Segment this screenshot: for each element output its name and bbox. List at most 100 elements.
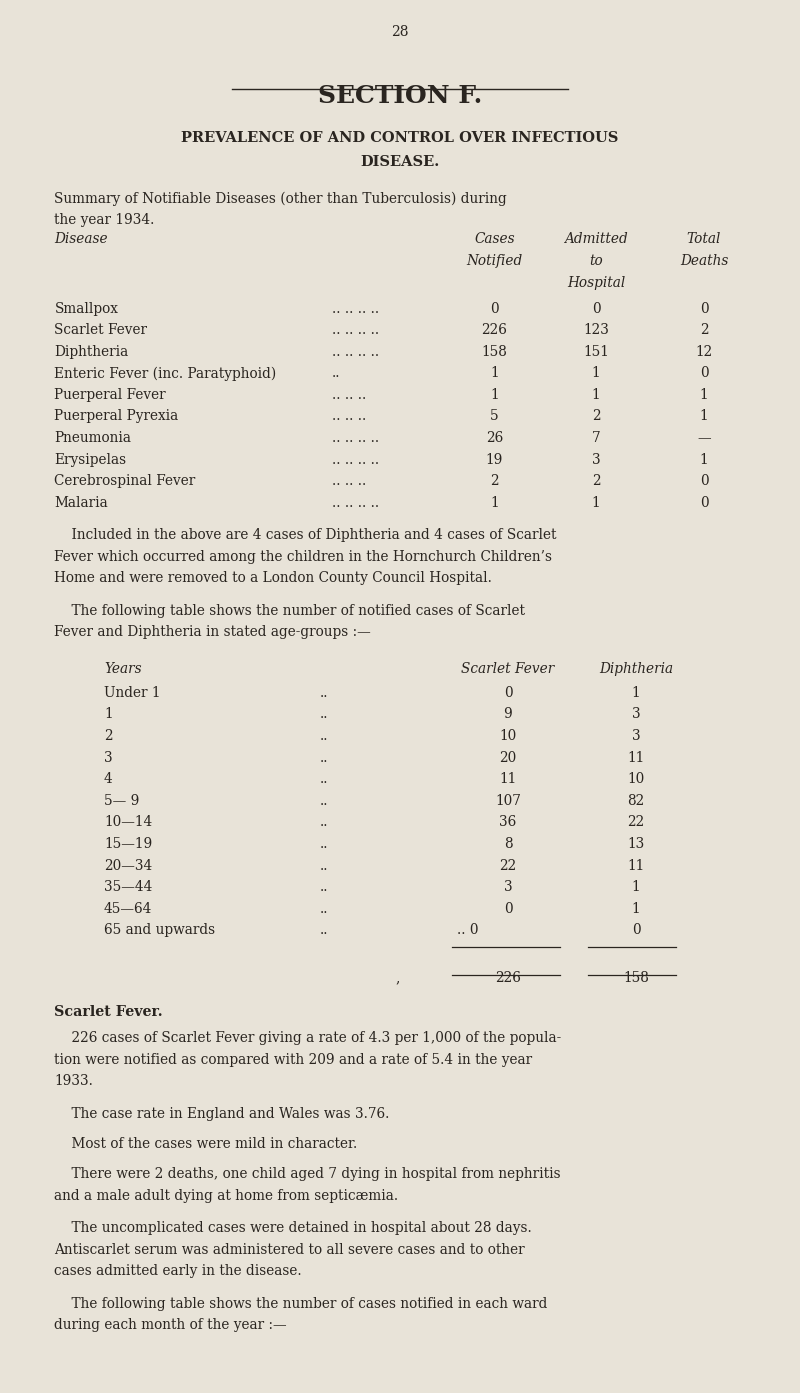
Text: 10—14: 10—14 (104, 815, 152, 829)
Text: Most of the cases were mild in character.: Most of the cases were mild in character… (54, 1137, 358, 1151)
Text: ..: .. (320, 772, 329, 786)
Text: 123: 123 (583, 323, 609, 337)
Text: 2: 2 (104, 729, 113, 742)
Text: Scarlet Fever.: Scarlet Fever. (54, 1006, 163, 1020)
Text: 0: 0 (632, 924, 640, 937)
Text: Years: Years (104, 662, 142, 676)
Text: .. .. .. ..: .. .. .. .. (332, 323, 379, 337)
Text: Notified: Notified (466, 254, 522, 267)
Text: ..: .. (320, 837, 329, 851)
Text: 158: 158 (482, 344, 507, 359)
Text: 11: 11 (627, 858, 645, 872)
Text: SECTION F.: SECTION F. (318, 84, 482, 107)
Text: to: to (589, 254, 603, 267)
Text: 13: 13 (627, 837, 645, 851)
Text: 65 and upwards: 65 and upwards (104, 924, 215, 937)
Text: 3: 3 (104, 751, 113, 765)
Text: ..: .. (320, 880, 329, 894)
Text: 1: 1 (632, 901, 640, 915)
Text: 2: 2 (592, 410, 600, 423)
Text: the year 1934.: the year 1934. (54, 213, 154, 227)
Text: 226 cases of Scarlet Fever giving a rate of 4.3 per 1,000 of the popula-: 226 cases of Scarlet Fever giving a rate… (54, 1031, 562, 1045)
Text: 1: 1 (490, 496, 498, 510)
Text: .. .. .. ..: .. .. .. .. (332, 344, 379, 359)
Text: Fever and Diphtheria in stated age-groups :—: Fever and Diphtheria in stated age-group… (54, 625, 371, 639)
Text: 0: 0 (700, 301, 708, 316)
Text: ,: , (396, 971, 400, 985)
Text: 0: 0 (700, 366, 708, 380)
Text: 226: 226 (495, 971, 521, 985)
Text: Cases: Cases (474, 233, 514, 247)
Text: ..: .. (320, 729, 329, 742)
Text: 0: 0 (504, 685, 512, 699)
Text: 1: 1 (632, 880, 640, 894)
Text: Summary of Notifiable Diseases (other than Tuberculosis) during: Summary of Notifiable Diseases (other th… (54, 191, 507, 206)
Text: 8: 8 (504, 837, 512, 851)
Text: 2: 2 (490, 474, 498, 489)
Text: 5: 5 (490, 410, 498, 423)
Text: Scarlet Fever: Scarlet Fever (462, 662, 554, 676)
Text: The following table shows the number of cases notified in each ward: The following table shows the number of … (54, 1297, 548, 1311)
Text: Smallpox: Smallpox (54, 301, 118, 316)
Text: Disease: Disease (54, 233, 108, 247)
Text: —: — (697, 430, 711, 446)
Text: Total: Total (687, 233, 721, 247)
Text: 3: 3 (592, 453, 600, 467)
Text: 35—44: 35—44 (104, 880, 152, 894)
Text: 26: 26 (486, 430, 503, 446)
Text: 1: 1 (490, 366, 498, 380)
Text: 2: 2 (592, 474, 600, 489)
Text: ..: .. (320, 708, 329, 722)
Text: .. .. ..: .. .. .. (332, 387, 366, 403)
Text: 151: 151 (583, 344, 609, 359)
Text: Puerperal Fever: Puerperal Fever (54, 387, 166, 403)
Text: and a male adult dying at home from septicæmia.: and a male adult dying at home from sept… (54, 1188, 398, 1204)
Text: Fever which occurred among the children in the Hornchurch Children’s: Fever which occurred among the children … (54, 550, 552, 564)
Text: 10: 10 (499, 729, 517, 742)
Text: Home and were removed to a London County Council Hospital.: Home and were removed to a London County… (54, 571, 492, 585)
Text: 1: 1 (104, 708, 113, 722)
Text: Cerebrospinal Fever: Cerebrospinal Fever (54, 474, 196, 489)
Text: Diphtheria: Diphtheria (54, 344, 129, 359)
Text: 12: 12 (695, 344, 713, 359)
Text: The case rate in England and Wales was 3.76.: The case rate in England and Wales was 3… (54, 1107, 390, 1121)
Text: ..: .. (320, 901, 329, 915)
Text: ..: .. (332, 366, 341, 380)
Text: 1: 1 (592, 387, 600, 403)
Text: 0: 0 (504, 901, 512, 915)
Text: 20—34: 20—34 (104, 858, 152, 872)
Text: 19: 19 (486, 453, 503, 467)
Text: 158: 158 (623, 971, 649, 985)
Text: ..: .. (320, 685, 329, 699)
Text: cases admitted early in the disease.: cases admitted early in the disease. (54, 1265, 302, 1279)
Text: 1: 1 (490, 387, 498, 403)
Text: Under 1: Under 1 (104, 685, 161, 699)
Text: 7: 7 (592, 430, 600, 446)
Text: 28: 28 (391, 25, 409, 39)
Text: 15—19: 15—19 (104, 837, 152, 851)
Text: .. .. .. ..: .. .. .. .. (332, 430, 379, 446)
Text: Antiscarlet serum was administered to all severe cases and to other: Antiscarlet serum was administered to al… (54, 1243, 525, 1256)
Text: ..: .. (320, 794, 329, 808)
Text: .. .. ..: .. .. .. (332, 410, 366, 423)
Text: 1: 1 (592, 496, 600, 510)
Text: 5— 9: 5— 9 (104, 794, 139, 808)
Text: 22: 22 (627, 815, 645, 829)
Text: 10: 10 (627, 772, 645, 786)
Text: tion were notified as compared with 209 and a rate of 5.4 in the year: tion were notified as compared with 209 … (54, 1053, 533, 1067)
Text: Diphtheria: Diphtheria (599, 662, 673, 676)
Text: 1933.: 1933. (54, 1074, 94, 1088)
Text: 9: 9 (504, 708, 512, 722)
Text: .. 0: .. 0 (458, 924, 478, 937)
Text: DISEASE.: DISEASE. (360, 155, 440, 169)
Text: 36: 36 (499, 815, 517, 829)
Text: Hospital: Hospital (567, 276, 625, 290)
Text: 107: 107 (495, 794, 521, 808)
Text: Malaria: Malaria (54, 496, 108, 510)
Text: 226: 226 (482, 323, 507, 337)
Text: There were 2 deaths, one child aged 7 dying in hospital from nephritis: There were 2 deaths, one child aged 7 dy… (54, 1167, 561, 1181)
Text: .. .. .. ..: .. .. .. .. (332, 453, 379, 467)
Text: 2: 2 (700, 323, 708, 337)
Text: 1: 1 (700, 410, 708, 423)
Text: .. .. .. ..: .. .. .. .. (332, 496, 379, 510)
